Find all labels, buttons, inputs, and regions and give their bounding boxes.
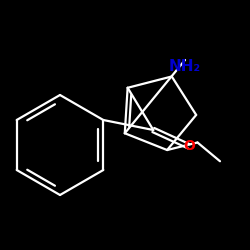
Text: NH₂: NH₂ [169, 59, 201, 74]
Text: O: O [183, 139, 195, 153]
